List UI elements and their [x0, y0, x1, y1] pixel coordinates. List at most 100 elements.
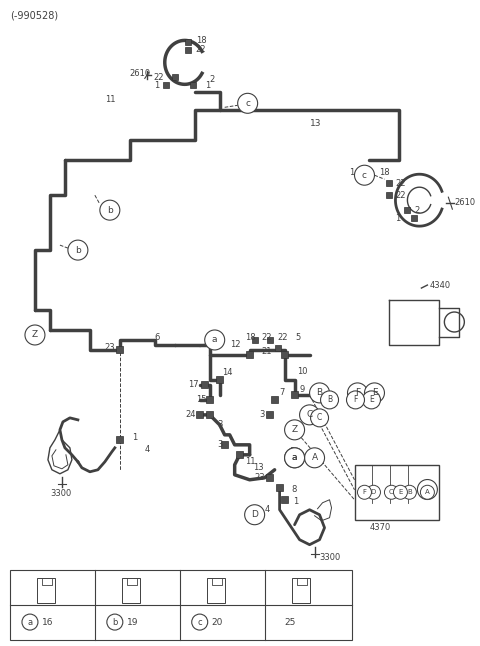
Bar — [10, 570, 351, 640]
Text: a: a — [212, 335, 217, 344]
Text: 25: 25 — [285, 618, 296, 627]
Text: 3300: 3300 — [50, 489, 71, 498]
Circle shape — [285, 420, 305, 440]
Text: a: a — [292, 453, 297, 463]
Bar — [276, 484, 283, 491]
Bar — [116, 346, 123, 353]
Bar — [275, 345, 281, 351]
Bar — [196, 412, 203, 419]
Circle shape — [204, 330, 225, 350]
Bar — [172, 74, 178, 80]
Circle shape — [107, 614, 123, 630]
Bar — [271, 397, 278, 403]
Text: 7: 7 — [280, 388, 285, 397]
Circle shape — [358, 485, 372, 499]
Text: 1: 1 — [349, 168, 355, 177]
Circle shape — [310, 383, 330, 403]
Circle shape — [364, 383, 384, 403]
Circle shape — [285, 448, 305, 468]
Text: 24: 24 — [186, 410, 196, 419]
Text: 18: 18 — [245, 333, 255, 342]
Circle shape — [367, 485, 381, 499]
Bar — [206, 397, 213, 403]
Circle shape — [22, 614, 38, 630]
Text: 20: 20 — [212, 618, 223, 627]
Text: 1: 1 — [154, 81, 159, 90]
Circle shape — [355, 165, 374, 185]
Text: 10: 10 — [298, 368, 308, 377]
Bar — [266, 474, 273, 481]
Text: 4: 4 — [145, 445, 150, 454]
Text: 2: 2 — [414, 205, 420, 214]
Bar — [291, 391, 298, 399]
Bar — [281, 351, 288, 359]
Bar — [411, 215, 418, 221]
Text: c: c — [245, 99, 250, 108]
Bar — [281, 496, 288, 503]
Text: C: C — [389, 489, 394, 495]
Text: 2: 2 — [210, 75, 215, 84]
Text: 23: 23 — [255, 474, 265, 483]
Text: 13: 13 — [310, 119, 321, 128]
Text: E: E — [369, 395, 374, 404]
Text: E: E — [398, 489, 403, 495]
Circle shape — [100, 200, 120, 220]
Text: 6: 6 — [155, 333, 160, 342]
Bar — [216, 377, 223, 384]
Text: F: F — [353, 395, 358, 404]
Text: D: D — [251, 510, 258, 519]
Text: 8: 8 — [291, 485, 297, 494]
Circle shape — [347, 391, 364, 409]
Text: 14: 14 — [222, 368, 232, 377]
Text: 13: 13 — [252, 463, 263, 472]
Circle shape — [402, 485, 417, 499]
Circle shape — [245, 505, 264, 525]
Text: 22: 22 — [154, 73, 164, 82]
Circle shape — [300, 405, 320, 425]
Text: 1: 1 — [294, 497, 299, 506]
Bar — [266, 412, 273, 419]
Circle shape — [420, 485, 434, 499]
Circle shape — [362, 391, 381, 409]
Circle shape — [68, 240, 88, 260]
Text: 18: 18 — [380, 168, 390, 177]
Text: 1: 1 — [132, 433, 137, 443]
Text: 4340: 4340 — [430, 280, 451, 289]
Text: 22: 22 — [262, 333, 272, 342]
Text: a: a — [289, 445, 295, 454]
Text: D: D — [371, 489, 376, 495]
Bar — [355, 465, 439, 520]
Text: 12: 12 — [229, 340, 240, 349]
Text: A: A — [425, 489, 430, 495]
Text: C: C — [306, 410, 312, 419]
Bar — [266, 337, 273, 343]
Bar — [386, 180, 393, 186]
Bar — [185, 47, 191, 54]
Circle shape — [192, 614, 208, 630]
Text: F: F — [362, 489, 367, 495]
Text: 11: 11 — [245, 457, 255, 466]
Bar — [246, 351, 253, 359]
Text: c: c — [197, 618, 202, 627]
Circle shape — [321, 391, 338, 409]
Bar — [201, 381, 208, 388]
Circle shape — [311, 409, 328, 427]
Text: a: a — [292, 453, 297, 463]
Text: b: b — [112, 618, 118, 627]
Circle shape — [348, 383, 368, 403]
Text: B: B — [316, 388, 323, 397]
Bar — [236, 452, 243, 458]
Text: 4: 4 — [264, 505, 270, 514]
Bar — [190, 82, 196, 89]
Text: (-990528): (-990528) — [10, 10, 58, 21]
Text: 3300: 3300 — [320, 553, 341, 562]
Bar — [206, 412, 213, 419]
Text: 18: 18 — [196, 36, 206, 45]
Bar — [386, 192, 393, 198]
Text: B: B — [327, 395, 332, 404]
Text: 22: 22 — [396, 179, 406, 188]
Bar — [185, 39, 191, 45]
Text: A: A — [312, 453, 318, 463]
Text: 3: 3 — [218, 441, 223, 450]
Bar — [163, 82, 169, 89]
